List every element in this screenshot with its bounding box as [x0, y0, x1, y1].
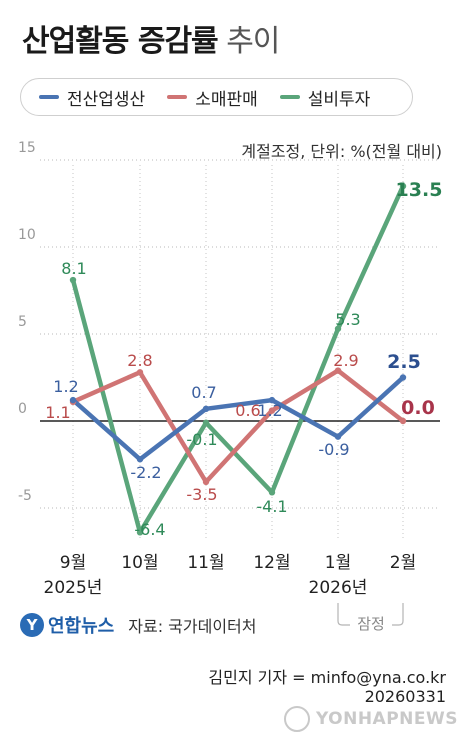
x-tick-label-4: 1월: [325, 553, 351, 573]
data-label-s0-0: 1.2: [53, 377, 78, 396]
series-2-point-5: [399, 182, 407, 190]
reporter-credit: 김민지 기자 = minfo@yna.co.kr: [208, 668, 446, 687]
series-1-point-3: [268, 407, 276, 414]
data-label-s2-3: -4.1: [256, 497, 287, 516]
series-2-point-0: [69, 276, 77, 284]
series-2-point-2: [202, 419, 210, 426]
series-0-point-2: [202, 405, 210, 413]
legend-swatch-production: [39, 95, 59, 99]
legend: 전산업생산 소매판매 설비투자: [20, 78, 413, 116]
series-1-point-2: [202, 478, 210, 486]
x-tick-label-5: 2월: [390, 553, 416, 573]
watermark-text: YONHAPNEWS: [315, 709, 458, 729]
series-1-point-5: [399, 417, 407, 425]
series-0-point-3: [268, 396, 276, 404]
series-0-point-1: [136, 456, 144, 463]
yonhap-logo-icon: Y: [20, 613, 44, 637]
legend-swatch-retail: [167, 95, 188, 99]
series-0-point-0: [69, 396, 77, 404]
data-label-s1-1: 2.8: [127, 351, 152, 370]
data-label-s1-0: 1.1: [45, 403, 70, 422]
x-tick-label-0: 9월: [60, 553, 86, 573]
legend-swatch-investment: [279, 95, 300, 99]
series-2-point-1: [136, 529, 144, 536]
series-1-point-4: [334, 367, 342, 374]
unit-note: 계절조정, 단위: %(전월 대비): [241, 142, 442, 161]
series-0-point-5: [399, 374, 407, 381]
series-2-point-4: [334, 325, 342, 332]
data-label-s2-1: -6.4: [134, 520, 165, 539]
data-label-s2-2: -0.1: [186, 430, 217, 449]
watermark-logo-icon: [283, 706, 310, 732]
data-label-s1-3: 0.6: [235, 401, 260, 420]
data-label-s2-5: 13.5: [396, 179, 443, 201]
publish-date: 20260331: [364, 687, 446, 706]
data-label-s2-4: 5.3: [335, 310, 360, 329]
watermark: YONHAPNEWS: [283, 706, 458, 732]
source-block: Y 연합뉴스 자료: 국가데이터처: [20, 612, 257, 638]
provisional-label: 잠정: [357, 615, 385, 633]
series-line-0: [70, 375, 406, 462]
data-label-s2-0: 8.1: [61, 259, 86, 278]
data-label-s0-1: -2.2: [130, 463, 161, 482]
chart-title-main: 산업활동 증감률: [22, 24, 219, 59]
legend-label-production: 전산업생산: [67, 89, 146, 110]
chart-title: 산업활동 증감률 추이: [22, 16, 280, 60]
yonhap-logo-text: 연합뉴스: [48, 616, 115, 637]
data-label-s1-4: 2.9: [333, 351, 358, 370]
legend-label-investment: 설비투자: [307, 89, 371, 110]
series-0-point-4: [334, 433, 342, 440]
y-tick-label-1: 10: [18, 227, 36, 243]
data-label-s0-2: 0.7: [191, 383, 216, 402]
x-tick-label-3: 12월: [253, 553, 290, 573]
series-line-1: [70, 368, 406, 485]
data-label-s1-2: -3.5: [186, 485, 217, 504]
data-label-s0-5: 2.5: [387, 351, 421, 373]
legend-item-retail: 소매판매: [167, 85, 258, 110]
data-label-s0-3: 1.2: [257, 401, 282, 420]
year-label-2025: 2025년: [44, 578, 103, 598]
legend-label-retail: 소매판매: [195, 89, 258, 110]
legend-item-investment: 설비투자: [279, 85, 371, 110]
y-tick-label-2: 5: [18, 314, 27, 330]
provisional-label-bg: [350, 614, 392, 634]
y-tick-label-3: 0: [18, 401, 27, 417]
series-line-2: [70, 183, 406, 535]
x-tick-label-1: 10월: [121, 553, 158, 573]
y-tick-label-4: -5: [18, 488, 32, 504]
series-1-point-1: [136, 369, 144, 376]
y-tick-label-0: 15: [18, 140, 36, 156]
chart-title-sub: 추이: [226, 24, 280, 59]
source-text: 자료: 국가데이터처: [128, 617, 257, 636]
data-label-s0-4: -0.9: [318, 440, 349, 459]
year-label-2026: 2026년: [309, 578, 368, 598]
series-2-point-3: [268, 489, 276, 496]
legend-item-production: 전산업생산: [39, 85, 145, 110]
x-tick-label-2: 11월: [187, 553, 224, 573]
data-label-s1-5: 0.0: [401, 397, 435, 419]
